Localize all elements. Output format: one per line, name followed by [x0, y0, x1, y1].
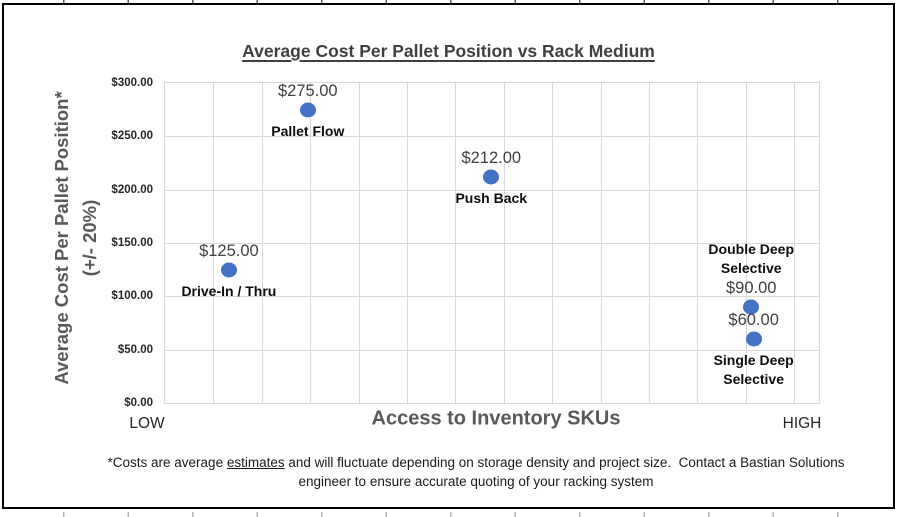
vertical-gridline [745, 83, 747, 403]
data-point-marker[interactable] [483, 169, 500, 185]
vertical-gridline [503, 83, 505, 403]
data-point-value-label: $60.00 [728, 311, 779, 329]
footnote-underlined-word: estimates [226, 455, 285, 470]
data-point-name-label: Push Back [455, 189, 528, 206]
data-point-name-label: Double Deep Selective [708, 241, 795, 276]
footnote-text-prefix: *Costs are average [107, 455, 227, 470]
data-point-value-label: $90.00 [725, 279, 777, 297]
data-point-marker[interactable] [743, 299, 760, 315]
vertical-gridline [407, 83, 409, 403]
y-axis-tick-label: $300.00 [111, 77, 153, 89]
y-axis-tick-label: $200.00 [111, 183, 153, 196]
horizontal-gridline [165, 296, 819, 298]
y-axis-tick-label: $0.00 [124, 397, 153, 409]
data-point-value-label: $212.00 [461, 148, 522, 167]
y-axis-tick-label: $100.00 [111, 290, 153, 303]
vertical-gridline [697, 83, 699, 403]
y-axis-tick-label: $50.00 [117, 343, 153, 356]
footnote-line-1: *Costs are average estimates and will fl… [44, 453, 899, 472]
footnote-line-2: engineer to ensure accurate quoting of y… [298, 474, 654, 489]
data-point-marker[interactable] [220, 262, 237, 278]
y-axis-tick-labels: $300.00 $250.00 $200.00 $150.00 $100.00 $50.0… [4, 77, 153, 409]
y-axis-tick-label: $150.00 [111, 237, 153, 249]
footnote-text-suffix: and will fluctuate depending on storage … [284, 455, 845, 470]
y-axis-tick-label: $250.00 [111, 130, 153, 143]
spreadsheet-column-ticks-top [0, 0, 899, 4]
vertical-gridline [310, 83, 312, 403]
data-point-value-label: $125.00 [199, 241, 259, 260]
vertical-gridline [213, 83, 215, 403]
x-axis-high-label: HIGH [782, 415, 822, 432]
x-axis-title: Access to Inventory SKUs [371, 407, 621, 430]
horizontal-gridline [165, 189, 819, 191]
vertical-gridline [455, 83, 457, 403]
vertical-gridline [552, 83, 554, 403]
chart-frame: Average Cost Per Pallet Position vs Rack… [2, 3, 895, 509]
vertical-gridline [358, 83, 360, 403]
data-point-name-label: Pallet Flow [271, 122, 345, 139]
data-point-marker[interactable] [299, 102, 316, 118]
plot-area: $125.00 Drive-In / Thru $275.00 Pallet Flow… [164, 82, 820, 404]
horizontal-gridline [165, 136, 819, 138]
horizontal-gridline [165, 349, 819, 351]
data-point-name-label: Single Deep Selective [713, 352, 794, 387]
data-point-marker[interactable] [745, 331, 762, 347]
data-point-value-label: $275.00 [277, 81, 338, 100]
chart-title: Average Cost Per Pallet Position vs Rack… [242, 41, 655, 61]
data-point-name-label: Drive-In / Thru [181, 282, 277, 299]
chart-footnote: *Costs are average estimates and will fl… [44, 453, 899, 491]
vertical-gridline [600, 83, 602, 403]
spreadsheet-column-ticks-bottom [0, 512, 899, 517]
x-axis-low-label: LOW [129, 415, 165, 432]
horizontal-gridline [165, 243, 819, 244]
vertical-gridline [649, 83, 651, 403]
vertical-gridline [794, 83, 796, 403]
vertical-gridline [261, 83, 263, 403]
